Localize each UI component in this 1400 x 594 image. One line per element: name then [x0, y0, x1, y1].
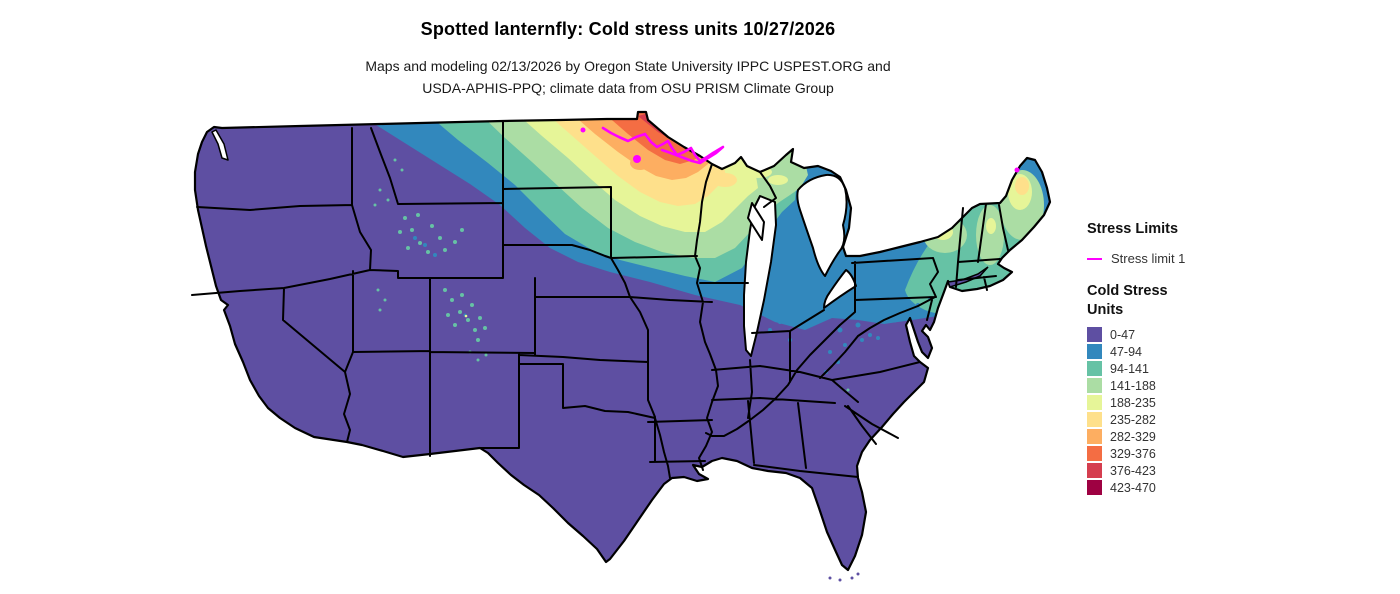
legend-class-swatch-0	[1087, 327, 1102, 342]
maine-top-yellow	[1015, 177, 1029, 195]
legend-class-swatch-2	[1087, 361, 1102, 376]
legend-class-row: 141-188	[1087, 377, 1327, 394]
stress-limit-line	[580, 126, 1020, 173]
legend-class-swatch-8	[1087, 463, 1102, 478]
up-patch-2	[768, 175, 788, 185]
white-mtn-patch	[986, 218, 996, 234]
legend-class-swatch-3	[1087, 378, 1102, 393]
stress-limit-line-swatch	[1087, 257, 1102, 260]
legend-class-row: 188-235	[1087, 394, 1327, 411]
legend-class-swatch-1	[1087, 344, 1102, 359]
legend-class-swatch-5	[1087, 412, 1102, 427]
legend-class-row: 47-94	[1087, 343, 1327, 360]
legend-class-row: 235-282	[1087, 411, 1327, 428]
legend-class-label: 235-282	[1110, 412, 1156, 427]
subtitle-line-2: USDA-APHIS-PPQ; climate data from OSU PR…	[422, 80, 834, 96]
puget-sound	[211, 129, 229, 161]
cold-stress-class-list: 0-47 47-94 94-141 141-188 188-235 235-282 282-…	[1087, 326, 1327, 496]
colorado-light-speck	[464, 314, 468, 318]
legend-class-label: 423-470	[1110, 480, 1156, 495]
mountain-speckles-teal	[373, 158, 850, 392]
legend-class-row: 329-376	[1087, 445, 1327, 462]
stress-dot-maine	[1014, 167, 1020, 173]
legend-class-label: 282-329	[1110, 429, 1156, 444]
legend-class-row: 423-470	[1087, 479, 1327, 496]
legend-class-swatch-7	[1087, 446, 1102, 461]
stress-limit-legend-item: Stress limit 1	[1087, 251, 1327, 266]
great-lakes	[211, 129, 857, 357]
band-423-470	[678, 129, 712, 146]
climate-raster	[195, 112, 1050, 570]
lake-huron	[796, 173, 848, 277]
legend-class-label: 188-235	[1110, 395, 1156, 410]
subtitle-line-1: Maps and modeling 02/13/2026 by Oregon S…	[365, 58, 891, 74]
lake-erie	[823, 269, 857, 309]
legend-class-row: 0-47	[1087, 326, 1327, 343]
stress-limit-label: Stress limit 1	[1111, 251, 1186, 266]
legend-class-row: 376-423	[1087, 462, 1327, 479]
legend-class-label: 94-141	[1110, 361, 1149, 376]
page-title: Spotted lanternfly: Cold stress units 10…	[420, 19, 836, 39]
legend-class-label: 141-188	[1110, 378, 1156, 393]
us-outline	[193, 110, 1052, 572]
cold-stress-units-heading: Cold Stress Units	[1087, 283, 1168, 318]
legend-class-swatch-4	[1087, 395, 1102, 410]
legend-class-label: 329-376	[1110, 446, 1156, 461]
florida-keys	[828, 572, 860, 582]
legend-class-label: 47-94	[1110, 344, 1142, 359]
legend-class-swatch-6	[1087, 429, 1102, 444]
page-subtitle: Maps and modeling 02/13/2026 by Oregon S…	[0, 55, 1256, 99]
legend-class-label: 0-47	[1110, 327, 1136, 342]
lake-michigan	[743, 195, 777, 357]
stress-dot-minnesota	[633, 155, 641, 163]
legend-class-label: 376-423	[1110, 463, 1156, 478]
legend: Stress Limits Stress limit 1 Cold Stress…	[1087, 220, 1327, 496]
stress-limits-heading: Stress Limits	[1087, 221, 1179, 237]
stress-dot-north-dakota	[580, 127, 586, 133]
legend-class-row: 282-329	[1087, 428, 1327, 445]
state-borders	[191, 120, 1009, 479]
legend-class-row: 94-141	[1087, 360, 1327, 377]
legend-class-swatch-9	[1087, 480, 1102, 495]
wi-shore-patch	[713, 173, 737, 187]
green-bay	[747, 202, 765, 241]
